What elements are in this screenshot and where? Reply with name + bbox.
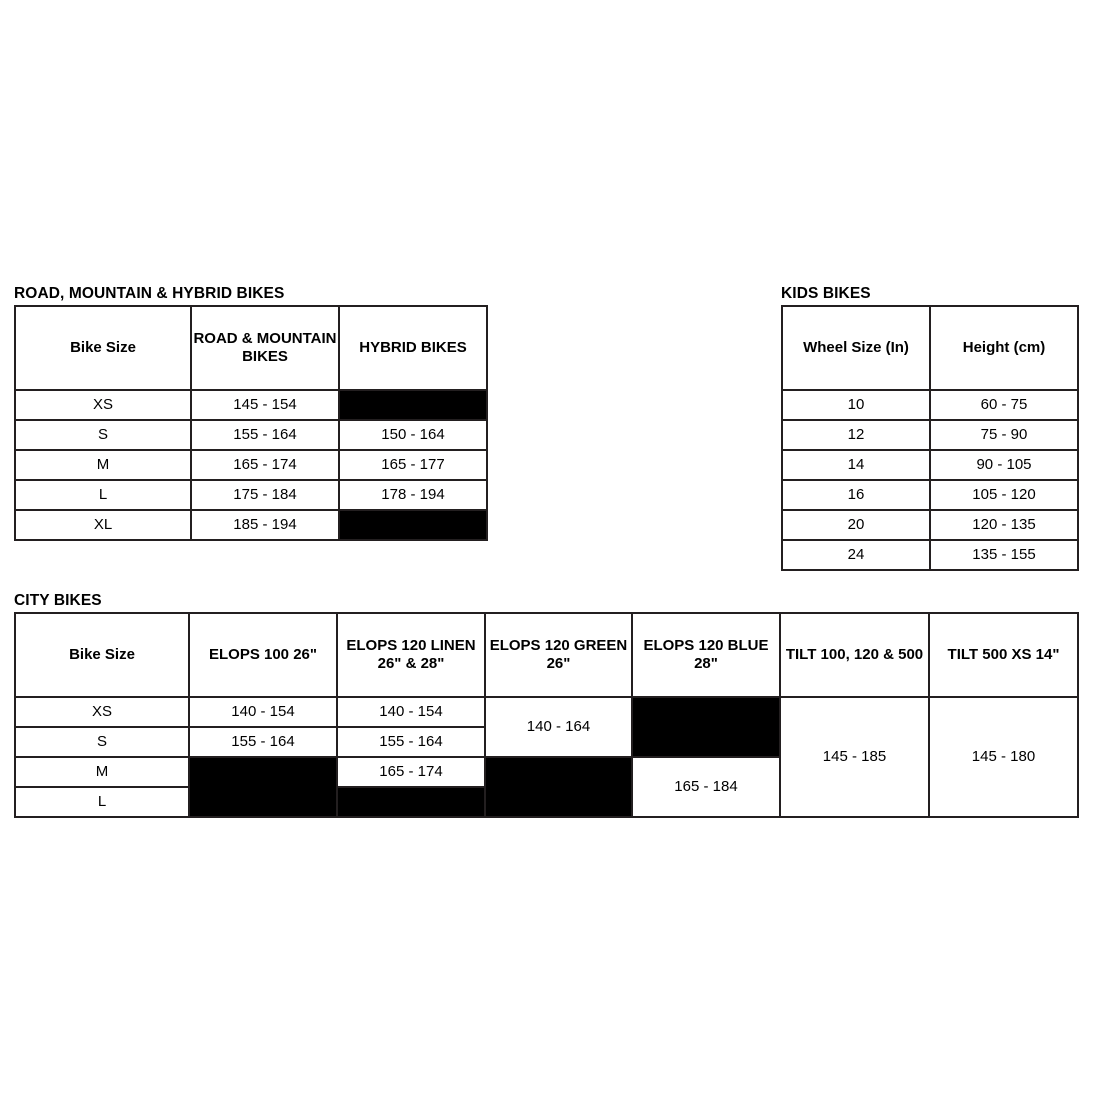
table-header-row: Bike Size ELOPS 100 26" ELOPS 120 LINEN … [14,612,1079,698]
table-row: 12 75 - 90 [781,419,1079,451]
table-row: 24 135 - 155 [781,539,1079,571]
cell-wheel-size: 10 [781,389,931,421]
cell-elops120-linen: 140 - 154 [336,696,486,728]
cell-wheel-size: 14 [781,449,931,481]
cell-bike-size: XS [14,389,192,421]
cell-bike-size: S [14,726,190,758]
table-row: 14 90 - 105 [781,449,1079,481]
cell-elops100: 140 - 154 [188,696,338,728]
column-header-elops-120-blue: ELOPS 120 BLUE 28" [631,612,781,698]
cell-elops120-linen-unavailable [336,786,486,818]
cell-road-mountain: 185 - 194 [190,509,340,541]
table-row: XS 145 - 154 [14,389,488,421]
city-section-title: CITY BIKES [14,592,102,609]
city-bikes-table: Bike Size ELOPS 100 26" ELOPS 120 LINEN … [14,612,1079,818]
cell-elops120-blue: 165 - 184 [631,756,781,818]
table-row: S 155 - 164 155 - 164 [14,726,1078,758]
road-mountain-hybrid-table: Bike Size ROAD & MOUNTAIN BIKES HYBRID B… [14,305,488,541]
cell-bike-size: XL [14,509,192,541]
column-header-hybrid-bikes: HYBRID BIKES [338,305,488,391]
table-row: 16 105 - 120 [781,479,1079,511]
table-row: XL 185 - 194 [14,509,488,541]
column-header-bike-size: Bike Size [14,612,190,698]
cell-height: 120 - 135 [929,509,1079,541]
road-section-title: ROAD, MOUNTAIN & HYBRID BIKES [14,285,285,302]
cell-elops100: 155 - 164 [188,726,338,758]
table-header-row: Wheel Size (In) Height (cm) [781,305,1079,391]
cell-bike-size: S [14,419,192,451]
cell-bike-size: L [14,786,190,818]
cell-height: 105 - 120 [929,479,1079,511]
cell-wheel-size: 24 [781,539,931,571]
cell-road-mountain: 145 - 154 [190,389,340,421]
table-row: L 175 - 184 178 - 194 [14,479,488,511]
table-row: 20 120 - 135 [781,509,1079,541]
cell-bike-size: M [14,449,192,481]
cell-wheel-size: 12 [781,419,931,451]
cell-elops120-linen: 155 - 164 [336,726,486,758]
column-header-wheel-size: Wheel Size (In) [781,305,931,391]
table-row: S 155 - 164 150 - 164 [14,419,488,451]
cell-elops120-linen: 165 - 174 [336,756,486,788]
column-header-elops-120-green: ELOPS 120 GREEN 26" [484,612,633,698]
cell-bike-size: XS [14,696,190,728]
cell-bike-size: M [14,756,190,788]
cell-height: 90 - 105 [929,449,1079,481]
column-header-elops-100-26: ELOPS 100 26" [188,612,338,698]
cell-hybrid: 150 - 164 [338,419,488,451]
table-row: L [14,786,1078,818]
column-header-bike-size: Bike Size [14,305,192,391]
table-row: 10 60 - 75 [781,389,1079,421]
cell-elops120-green-unavailable [484,756,633,818]
cell-elops120-blue-unavailable [631,696,781,758]
column-header-tilt-100-120-500: TILT 100, 120 & 500 [779,612,930,698]
cell-road-mountain: 165 - 174 [190,449,340,481]
cell-height: 135 - 155 [929,539,1079,571]
cell-bike-size: L [14,479,192,511]
cell-elops120-green: 140 - 164 [484,696,633,758]
cell-wheel-size: 20 [781,509,931,541]
cell-hybrid: 165 - 177 [338,449,488,481]
table-row: M 165 - 174 165 - 184 [14,756,1078,818]
kids-section-title: KIDS BIKES [781,285,871,302]
column-header-tilt-500-xs-14: TILT 500 XS 14" [928,612,1079,698]
cell-hybrid-unavailable [338,509,488,541]
cell-elops100-unavailable [188,756,338,818]
cell-tilt-500-xs-14: 145 - 180 [928,696,1079,818]
table-row: M 165 - 174 165 - 177 [14,449,488,481]
cell-hybrid-unavailable [338,389,488,421]
cell-hybrid: 178 - 194 [338,479,488,511]
cell-tilt-100-120-500: 145 - 185 [779,696,930,818]
cell-road-mountain: 155 - 164 [190,419,340,451]
kids-bikes-table: Wheel Size (In) Height (cm) 10 60 - 75 1… [781,305,1079,571]
table-row: XS 140 - 154 140 - 154 140 - 164 145 - 1… [14,696,1079,818]
column-header-elops-120-linen: ELOPS 120 LINEN 26" & 28" [336,612,486,698]
cell-road-mountain: 175 - 184 [190,479,340,511]
cell-wheel-size: 16 [781,479,931,511]
cell-height: 75 - 90 [929,419,1079,451]
table-header-row: Bike Size ROAD & MOUNTAIN BIKES HYBRID B… [14,305,488,391]
cell-height: 60 - 75 [929,389,1079,421]
column-header-road-mountain-bikes: ROAD & MOUNTAIN BIKES [190,305,340,391]
column-header-height: Height (cm) [929,305,1079,391]
